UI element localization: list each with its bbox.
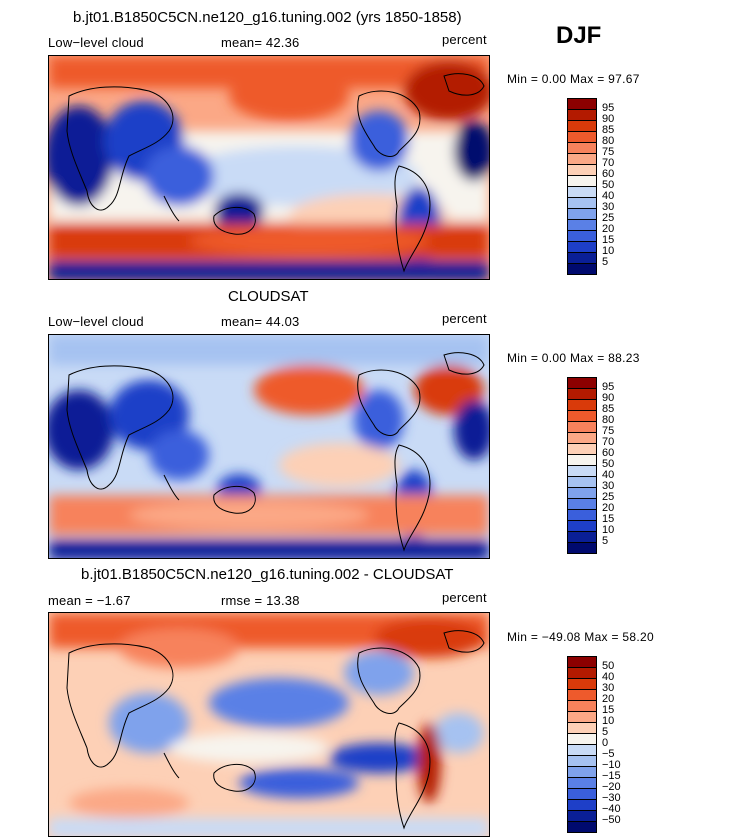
colorbar-label: 85 — [602, 124, 615, 136]
colorbar-label: 25 — [602, 212, 615, 224]
colorbar-label: 20 — [602, 223, 615, 235]
season-label: DJF — [556, 22, 602, 49]
panel-2-colorbar: 95 90 85 80 75 70 60 50 40 30 25 20 15 10 5 — [567, 377, 614, 554]
colorbar-label: −20 — [602, 781, 621, 793]
colorbar-label: 80 — [602, 414, 615, 426]
colorbar-label: 5 — [602, 256, 609, 268]
colorbar-label: 10 — [602, 245, 615, 257]
colorbar-label: 80 — [602, 135, 615, 147]
panel-2-minmax: Min = 0.00 Max = 88.23 — [507, 351, 640, 365]
panel-1-units-label: percent — [442, 32, 487, 47]
colorbar-label: 50 — [602, 179, 615, 191]
colorbar-label: −40 — [602, 803, 621, 815]
colorbar-label: −30 — [602, 792, 621, 804]
colorbar-label: 50 — [602, 458, 615, 470]
colorbar-label: 60 — [602, 447, 615, 459]
colorbar-label: 40 — [602, 469, 615, 481]
panel-3-mean-label: mean = −1.67 — [48, 593, 131, 608]
panel-1-minmax: Min = 0.00 Max = 97.67 — [507, 72, 640, 86]
colorbar-label: −15 — [602, 770, 621, 782]
panel-1-map — [48, 55, 490, 280]
panel-3-map — [48, 612, 490, 837]
panel-3-units-label: percent — [442, 590, 487, 605]
panel-2-title: CLOUDSAT — [228, 288, 309, 305]
colorbar-label: 10 — [602, 524, 615, 536]
panel-2-map — [48, 334, 490, 559]
panel-2-variable-label: Low−level cloud — [48, 314, 144, 329]
colorbar-label: 50 — [602, 660, 615, 672]
colorbar-label: 15 — [602, 234, 615, 246]
colorbar-label: −5 — [602, 748, 615, 760]
panel-1-mean-label: mean= 42.36 — [221, 35, 300, 50]
colorbar-label: 70 — [602, 436, 615, 448]
panel-2-units-label: percent — [442, 311, 487, 326]
panel-2-mean-label: mean= 44.03 — [221, 314, 300, 329]
colorbar-swatch — [567, 821, 597, 833]
colorbar-label: 30 — [602, 201, 615, 213]
panel-3-rmse-label: rmse = 13.38 — [221, 593, 300, 608]
colorbar-label: 20 — [602, 693, 615, 705]
colorbar-label: 15 — [602, 513, 615, 525]
colorbar-label: 40 — [602, 190, 615, 202]
colorbar-swatch — [567, 263, 597, 275]
panel-3-title: b.jt01.B1850C5CN.ne120_g16.tuning.002 - … — [81, 566, 454, 583]
colorbar-label: 5 — [602, 726, 609, 738]
colorbar-swatch — [567, 542, 597, 554]
panel-1-variable-label: Low−level cloud — [48, 35, 144, 50]
colorbar-label: 20 — [602, 502, 615, 514]
panel-1-colorbar: 95 90 85 80 75 70 60 50 40 30 25 20 15 10 5 — [567, 98, 614, 275]
colorbar-label: 10 — [602, 715, 615, 727]
colorbar-label: 25 — [602, 491, 615, 503]
colorbar-label: −10 — [602, 759, 621, 771]
colorbar-label: 15 — [602, 704, 615, 716]
colorbar-label: 90 — [602, 113, 615, 125]
colorbar-label: 75 — [602, 425, 615, 437]
colorbar-label: 90 — [602, 392, 615, 404]
colorbar-label: 70 — [602, 157, 615, 169]
colorbar-label: −50 — [602, 814, 621, 826]
colorbar-label: 5 — [602, 535, 609, 547]
colorbar-label: 0 — [602, 737, 609, 749]
panel-3-minmax: Min = −49.08 Max = 58.20 — [507, 630, 654, 644]
colorbar-label: 60 — [602, 168, 615, 180]
colorbar-label: 30 — [602, 480, 615, 492]
colorbar-label: 30 — [602, 682, 615, 694]
colorbar-label: 95 — [602, 381, 615, 393]
colorbar-label: 40 — [602, 671, 615, 683]
colorbar-label: 95 — [602, 102, 615, 114]
panel-1-title: b.jt01.B1850C5CN.ne120_g16.tuning.002 (y… — [73, 9, 462, 26]
colorbar-label: 75 — [602, 146, 615, 158]
panel-3-colorbar: 50 40 30 20 15 10 5 0 −5 −10 −15 −20 −30 −40 −50 — [567, 656, 621, 833]
colorbar-label: 85 — [602, 403, 615, 415]
